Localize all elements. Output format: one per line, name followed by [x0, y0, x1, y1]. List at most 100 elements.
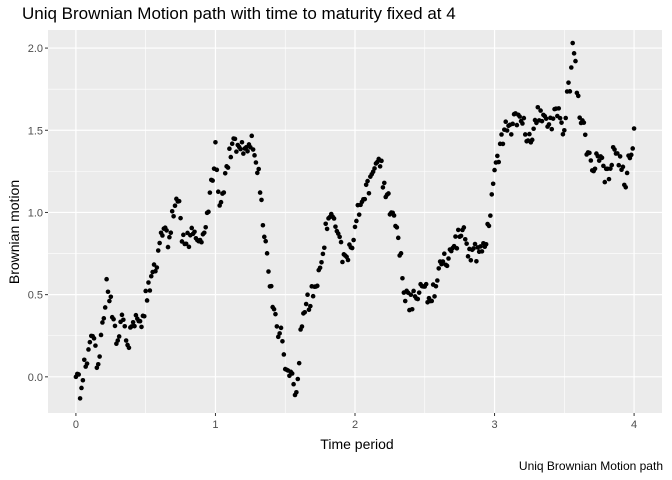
data-point — [157, 240, 162, 246]
data-point — [333, 224, 338, 229]
data-point — [143, 288, 148, 294]
data-point — [453, 234, 458, 239]
data-point — [435, 278, 440, 283]
data-point — [394, 225, 400, 230]
data-point — [123, 338, 129, 343]
data-point — [93, 343, 98, 348]
data-point — [148, 273, 154, 279]
y-tick-label: 0.0 — [28, 372, 43, 384]
data-point — [167, 234, 172, 240]
data-point — [395, 235, 401, 241]
data-point — [122, 323, 128, 329]
data-point — [612, 147, 617, 152]
data-point — [377, 164, 383, 169]
data-point — [508, 132, 514, 137]
y-tick-label: 1.0 — [28, 207, 43, 219]
data-point — [160, 233, 165, 238]
data-point — [365, 178, 370, 184]
data-point — [302, 309, 308, 315]
x-axis-ticks: 0 1 2 3 4 — [73, 413, 637, 431]
data-point — [351, 237, 356, 243]
data-point — [517, 114, 522, 119]
data-point — [455, 227, 461, 233]
data-point — [255, 170, 260, 176]
data-point — [221, 190, 227, 195]
data-point — [543, 116, 549, 121]
data-point — [76, 372, 81, 377]
data-point — [366, 190, 372, 196]
data-point — [322, 245, 327, 251]
data-point — [104, 276, 109, 282]
x-tick-label: 4 — [631, 419, 637, 431]
data-point — [155, 248, 161, 253]
data-point — [137, 318, 143, 324]
data-point — [280, 338, 285, 344]
data-point — [91, 336, 97, 341]
data-point — [112, 323, 118, 329]
data-point — [345, 257, 351, 263]
data-point — [408, 292, 414, 298]
data-point — [538, 108, 543, 113]
data-point — [444, 263, 450, 269]
data-point — [416, 290, 422, 295]
data-point — [294, 390, 299, 395]
data-point — [229, 141, 235, 146]
data-point — [232, 136, 238, 142]
data-point — [250, 147, 256, 152]
data-point — [402, 298, 408, 304]
data-point — [436, 266, 442, 271]
data-point — [79, 385, 84, 391]
data-point — [277, 331, 282, 336]
data-point — [546, 122, 552, 127]
data-point — [199, 239, 204, 245]
data-point — [559, 120, 564, 125]
data-point — [468, 257, 474, 263]
x-tick-label: 0 — [73, 419, 79, 431]
data-point — [557, 115, 563, 121]
data-point — [630, 146, 635, 151]
data-point — [599, 155, 605, 161]
data-point — [87, 339, 93, 345]
data-point — [601, 163, 606, 169]
data-point — [225, 165, 231, 170]
data-point — [291, 381, 296, 387]
data-point — [575, 93, 581, 99]
data-point — [305, 292, 310, 298]
data-point — [631, 126, 637, 131]
data-point — [147, 288, 153, 293]
data-point — [471, 246, 476, 251]
data-point — [256, 166, 262, 172]
data-point — [489, 192, 495, 197]
data-point — [303, 301, 309, 307]
data-point — [620, 164, 626, 170]
data-point — [289, 371, 295, 376]
data-point — [243, 145, 249, 150]
data-point — [478, 244, 483, 249]
data-point — [440, 259, 446, 264]
data-point — [273, 311, 278, 317]
chart-title: Uniq Brownian Motion path with time to m… — [22, 4, 456, 23]
data-point — [259, 197, 264, 203]
data-point — [592, 166, 598, 172]
data-point — [121, 317, 126, 323]
data-point — [458, 233, 464, 239]
data-point — [115, 338, 121, 343]
data-points — [73, 40, 637, 401]
data-point — [615, 151, 620, 156]
data-point — [571, 51, 577, 56]
y-tick-label: 0.5 — [28, 290, 43, 302]
data-point — [126, 345, 132, 351]
data-point — [238, 146, 243, 152]
data-point — [504, 128, 510, 133]
data-point — [108, 294, 114, 300]
data-point — [490, 181, 496, 187]
data-point — [340, 259, 345, 265]
data-point — [257, 190, 263, 195]
data-point — [531, 126, 536, 132]
data-point — [398, 251, 404, 256]
data-point — [446, 256, 451, 261]
y-tick-label: 1.5 — [28, 125, 43, 137]
data-point — [133, 312, 139, 318]
data-point — [172, 203, 178, 208]
